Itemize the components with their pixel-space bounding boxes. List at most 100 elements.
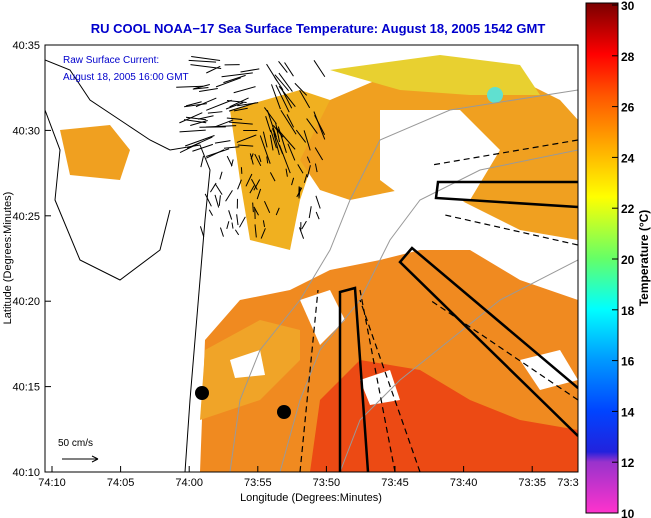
current-vector [193,83,210,90]
current-vector [287,143,296,161]
figure-title: RU COOL NOAA−17 Sea Surface Temperature:… [91,21,546,36]
colorbar-tick-label: 14 [621,405,635,419]
current-vector [269,134,274,151]
colorbar-tick-label: 12 [621,456,635,470]
current-vector [214,183,223,195]
station-marker [277,405,291,419]
y-axis-label: Latitude (Degrees:Minutes) [2,192,14,325]
current-vector [270,129,277,149]
current-vector [208,209,213,216]
current-vector [206,148,230,158]
x-tick-label: 73:55 [244,477,272,489]
current-vector [179,129,206,133]
current-vector [259,135,271,164]
survey-boxes [338,180,578,472]
x-axis-label: Longitude (Degrees:Minutes) [240,492,382,504]
current-vector [219,227,224,237]
current-vector [294,82,308,96]
current-vector [226,117,243,121]
current-vector [245,173,253,187]
current-vector [221,72,253,78]
current-vector [306,118,318,134]
current-vector [298,227,305,239]
current-vector [301,220,307,230]
x-tick-label: 73:40 [450,477,478,489]
current-vector [233,86,256,94]
current-vector [233,107,248,112]
colorbar-tick-label: 26 [621,101,635,115]
current-vector [249,185,255,194]
x-tick-label: 73:35 [518,477,546,489]
current-vector [225,102,244,110]
current-vector [190,119,208,126]
x-tick-label: 74:00 [175,477,203,489]
current-vector [251,178,258,191]
colorbar-label: Temperature (°C) [637,210,651,307]
current-vector [284,62,294,77]
current-vector [254,153,262,167]
annotation-line2: August 18, 2005 16:00 GMT [63,72,189,83]
sst-patch-bay [60,125,130,180]
current-vector [262,131,268,148]
current-vector [226,155,233,167]
current-vector [314,147,324,161]
x-tick-label: 73:50 [313,477,341,489]
current-vector [253,179,261,191]
current-vector [303,130,311,151]
current-vector [308,206,312,219]
y-tick-label: 40:15 [12,382,40,394]
x-tick-label: 73:45 [381,477,409,489]
y-tick-label: 40:10 [12,467,40,479]
current-vector [297,164,304,174]
colorbar-tick-label: 16 [621,355,635,369]
current-vector [206,65,221,74]
colorbar [585,2,619,514]
current-vector [237,144,254,147]
x-tick-label: 74:05 [107,477,135,489]
current-vector [250,153,254,160]
current-vector [239,216,246,228]
y-tick-label: 40:30 [12,125,40,137]
current-vector [278,72,293,92]
current-vector [237,179,242,190]
current-vector [269,172,276,182]
current-vector [299,90,311,109]
current-vector [204,193,212,207]
colorbar-tick-label: 20 [621,253,635,267]
current-vector [275,127,296,150]
current-vector [278,144,291,174]
current-vector [306,165,311,178]
current-vector [229,97,249,108]
current-vector [218,195,221,206]
x-axis: 74:10 74:05 74:00 73:55 73:50 73:45 73:40 73:35… [38,466,602,489]
current-vector [176,85,203,88]
current-vectors [176,55,326,239]
current-vector [207,111,223,114]
x-tick-label: 73:3 [557,477,578,489]
current-vector [200,155,205,168]
current-vector [206,99,232,111]
y-tick-label: 40:20 [12,296,40,308]
current-vector [183,119,207,124]
current-vector [275,207,280,216]
current-vector [214,140,231,144]
current-vector [264,107,277,125]
current-vector [199,226,205,237]
current-vector [236,134,257,143]
current-vector [192,143,214,152]
current-vector [303,174,308,183]
current-vector [214,194,220,208]
current-vector [219,171,223,180]
current-vector [295,129,307,143]
current-vector [179,112,203,124]
colorbar-tick-label: 28 [621,50,635,64]
current-vector [256,188,262,200]
colorbar-ticks: 30 28 26 24 22 20 18 16 14 12 10 [612,0,635,518]
current-vector [313,60,326,78]
current-vector [272,125,284,138]
current-vector [274,74,290,92]
x-tick-label: 74:10 [38,477,66,489]
current-vector [249,153,254,165]
station-marker [195,386,209,400]
